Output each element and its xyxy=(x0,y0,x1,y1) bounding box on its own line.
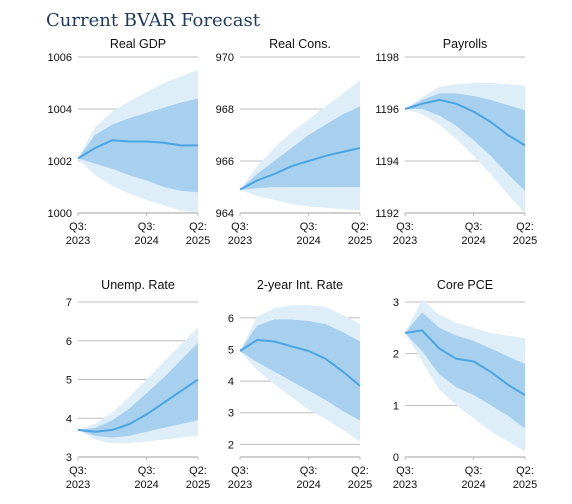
y-tick-label: 1196 xyxy=(375,104,399,116)
y-tick-label: 7 xyxy=(66,297,72,309)
x-tick-label-year: 2024 xyxy=(461,479,485,491)
inner-forecast-band xyxy=(78,342,198,438)
panel-unemp-rate: 3 4 5 6 7 Q3: 2023 Q3: 2024 Q2: 2025 Unemp. Rate xyxy=(66,278,210,491)
y-tick-label: 1000 xyxy=(48,208,72,220)
x-tick-label-year: 2025 xyxy=(348,235,372,247)
x-tick-label-quarter: Q3: xyxy=(465,221,483,233)
x-tick-label-quarter: Q3: xyxy=(300,221,318,233)
x-tick-label-quarter: Q3: xyxy=(138,465,156,477)
inner-forecast-band xyxy=(78,98,198,193)
inner-forecast-band xyxy=(240,106,360,190)
x-tick-label-quarter: Q3: xyxy=(396,465,414,477)
x-tick-label-quarter: Q3: xyxy=(231,465,249,477)
y-tick-label: 1198 xyxy=(375,52,399,64)
median-forecast-line xyxy=(77,139,198,160)
x-tick-label-year: 2024 xyxy=(134,235,158,247)
x-tick-label-quarter: Q2: xyxy=(351,221,369,233)
x-tick-label-year: 2023 xyxy=(228,479,252,491)
y-tick-label: 6 xyxy=(228,313,234,325)
x-tick-label-quarter: Q2: xyxy=(516,221,534,233)
x-tick-label-quarter: Q3: xyxy=(69,465,87,477)
x-tick-label-year: 2025 xyxy=(186,235,210,247)
panel-payrolls: 1192 1194 1196 1198 Q3: 2023 Q3: 2024 Q2: 2025 Pay… xyxy=(375,37,537,247)
y-tick-label: 0 xyxy=(393,452,399,464)
panel-title: 2-year Int. Rate xyxy=(257,278,343,292)
y-tick-label: 1194 xyxy=(375,156,399,168)
inner-forecast-band xyxy=(405,312,525,429)
y-tick-label: 4 xyxy=(66,413,72,425)
x-tick-label-quarter: Q2: xyxy=(189,465,207,477)
y-tick-label: 6 xyxy=(66,336,72,348)
panel-title: Payrolls xyxy=(443,37,487,51)
median-forecast-line xyxy=(239,147,361,191)
x-tick-label-year: 2024 xyxy=(296,235,320,247)
panel-title: Real GDP xyxy=(110,37,166,51)
y-tick-label: 5 xyxy=(66,375,72,387)
y-tick-label: 2 xyxy=(228,439,234,451)
y-tick-label: 968 xyxy=(216,104,234,116)
median-forecast-line xyxy=(404,98,526,147)
y-tick-label: 1006 xyxy=(48,52,72,64)
x-tick-label-year: 2023 xyxy=(66,479,90,491)
x-tick-label-quarter: Q2: xyxy=(516,465,534,477)
x-tick-label-quarter: Q3: xyxy=(69,221,87,233)
inner-forecast-band xyxy=(405,93,525,191)
x-tick-label-quarter: Q2: xyxy=(351,465,369,477)
median-forecast-line xyxy=(404,329,526,396)
x-tick-label-year: 2024 xyxy=(296,479,320,491)
panel-title: Unemp. Rate xyxy=(101,278,175,292)
figure-title: Current BVAR Forecast xyxy=(46,10,261,31)
y-tick-label: 3 xyxy=(228,408,234,420)
x-tick-label-year: 2025 xyxy=(513,479,537,491)
inner-forecast-band xyxy=(240,319,360,421)
y-tick-label: 964 xyxy=(216,208,234,220)
y-tick-label: 1 xyxy=(393,400,399,412)
y-tick-label: 5 xyxy=(228,344,234,356)
x-tick-label-year: 2024 xyxy=(461,235,485,247)
x-tick-label-quarter: Q3: xyxy=(138,221,156,233)
x-tick-label-quarter: Q3: xyxy=(396,221,414,233)
y-tick-label: 1004 xyxy=(48,104,72,116)
x-tick-label-quarter: Q3: xyxy=(231,221,249,233)
x-tick-label-year: 2023 xyxy=(228,235,252,247)
y-tick-label: 1002 xyxy=(48,156,72,168)
y-tick-label: 1192 xyxy=(375,208,399,220)
x-tick-label-year: 2025 xyxy=(186,479,210,491)
median-forecast-line xyxy=(239,339,361,387)
panel-title: Core PCE xyxy=(437,278,493,292)
y-tick-label: 970 xyxy=(216,52,234,64)
x-tick-label-quarter: Q2: xyxy=(189,221,207,233)
y-tick-label: 4 xyxy=(228,376,234,388)
panel-real-gdp: 1000 1002 1004 1006 Q3: 2023 Q3: 2024 Q2: 2025 Rea… xyxy=(48,37,211,247)
x-tick-label-year: 2023 xyxy=(393,235,417,247)
x-tick-label-year: 2025 xyxy=(348,479,372,491)
x-tick-label-year: 2023 xyxy=(393,479,417,491)
y-tick-label: 3 xyxy=(393,297,399,309)
x-tick-label-year: 2023 xyxy=(66,235,90,247)
panel-real-cons: 964 966 968 970 Q3: 2023 Q3: 2024 Q2: 2025 Real Co… xyxy=(216,37,373,247)
panel-2-year-int-rate: 2 3 4 5 6 Q3: 2023 Q3: 2024 Q2: 2025 2-year Int. Ra… xyxy=(228,278,372,491)
x-tick-label-year: 2024 xyxy=(134,479,158,491)
x-tick-label-year: 2025 xyxy=(513,235,537,247)
y-tick-label: 966 xyxy=(216,156,234,168)
panel-title: Real Cons. xyxy=(269,37,331,51)
median-forecast-line xyxy=(77,378,199,433)
panel-core-pce: 0 1 2 3 Q3: 2023 Q3: 2024 Q2: 2025 Core PCE xyxy=(393,278,537,491)
x-tick-label-quarter: Q3: xyxy=(465,465,483,477)
y-tick-label: 2 xyxy=(393,349,399,361)
x-tick-label-quarter: Q3: xyxy=(300,465,318,477)
y-tick-label: 3 xyxy=(66,452,72,464)
